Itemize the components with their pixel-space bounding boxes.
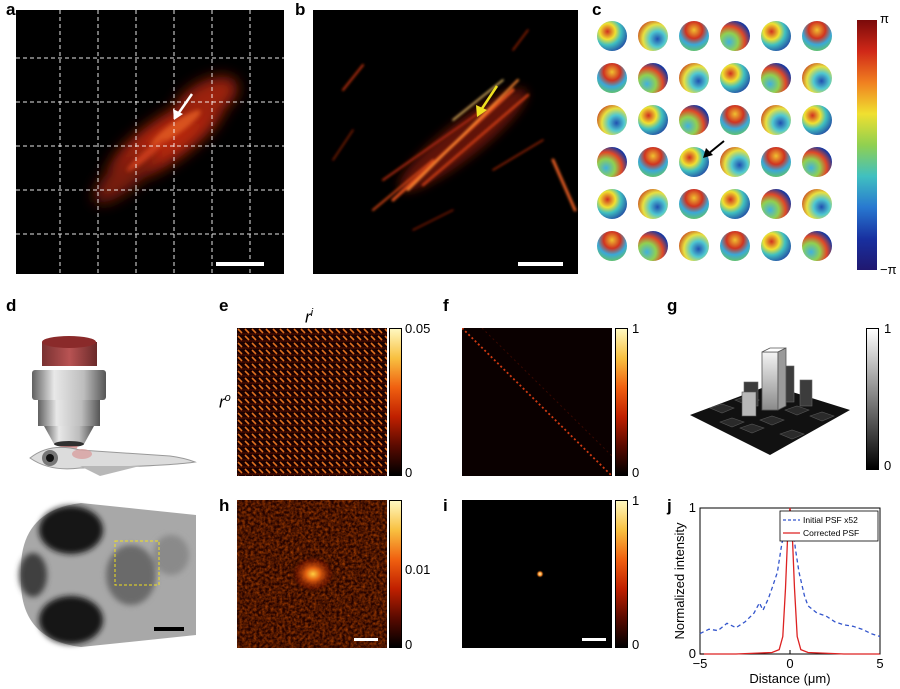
panel-c-arrow <box>703 140 725 158</box>
panel-c-cbar-top: π <box>880 11 889 26</box>
panel-i-colorbar <box>615 500 628 648</box>
panel-d-scale-bar <box>154 627 184 631</box>
panel-c-cbar-bottom: −π <box>880 262 897 277</box>
panel-d-roi-box <box>114 540 160 586</box>
panel-label-f: f <box>443 296 449 315</box>
panel-g-colorbar <box>866 328 879 470</box>
panel-j-ytick-label: 1 <box>689 500 696 515</box>
panel-g-cbar-max: 1 <box>884 321 892 336</box>
panel-h-initial-psf <box>237 500 387 648</box>
panel-a-grid <box>16 10 284 274</box>
panel-e-cbar-min: 0 <box>405 465 413 480</box>
panel-label-g: g <box>667 296 678 315</box>
panel-a-image <box>16 10 284 274</box>
panel-j-y-axis-label: Normalized intensity <box>672 522 687 640</box>
panel-b-arrow <box>476 85 499 117</box>
panel-i-cbar-max: 1 <box>632 493 640 508</box>
panel-j-series-corrected-psf <box>700 507 880 655</box>
panel-label-c: c <box>592 0 602 19</box>
panel-i-cbar-min: 0 <box>632 637 640 652</box>
panel-h-cbar-mid: 0.01 <box>405 562 431 577</box>
panel-f-cbar-min: 0 <box>632 465 640 480</box>
panel-j-legend-box <box>779 510 879 542</box>
panel-h-scale-bar <box>354 638 378 641</box>
panel-f-colorbar <box>615 328 628 476</box>
panel-d-objective-illustration <box>29 336 197 476</box>
panel-j-legend-label: Initial PSF x52 <box>803 515 858 525</box>
panel-j-x-axis-label: Distance (μm) <box>749 671 830 686</box>
panel-e-cbar-max: 0.05 <box>405 321 431 336</box>
panel-j-xtick-label: −5 <box>693 656 708 671</box>
panel-j-ticks: −5 0 501 <box>689 500 884 671</box>
panel-d-brightfield-image <box>11 495 201 655</box>
panel-label-b: b <box>295 0 306 19</box>
panel-g-3d-bars <box>690 347 850 455</box>
panel-a-arrow <box>173 93 194 120</box>
panel-g-cbar-min: 0 <box>884 458 892 473</box>
panel-label-d: d <box>6 296 17 315</box>
panel-a-scale-bar <box>216 262 264 266</box>
panel-j-legend-label: Corrected PSF <box>803 528 859 538</box>
panel-i-corrected-psf <box>462 500 612 648</box>
panel-label-j: j <box>667 496 672 515</box>
panel-e-x-label: ri <box>305 307 314 327</box>
panel-label-a: a <box>6 0 16 19</box>
panel-j-legend: Initial PSF x52 Corrected PSF <box>779 510 879 542</box>
panel-e-matrix <box>237 328 387 476</box>
panel-b-image <box>313 10 578 274</box>
panel-h-colorbar <box>389 500 402 648</box>
panel-j-ytick-label: 0 <box>689 646 696 661</box>
panel-i-scale-bar <box>582 638 606 641</box>
panel-h-cbar-min: 0 <box>405 637 413 652</box>
panel-e-y-label: ro <box>219 392 231 412</box>
panel-f-matrix <box>462 328 612 476</box>
panel-c-phase-masks <box>597 21 832 261</box>
panel-e-colorbar <box>389 328 402 476</box>
panel-j-xtick-label: 0 <box>786 656 793 671</box>
panel-label-h: h <box>219 496 230 515</box>
panel-label-i: i <box>443 496 448 515</box>
panel-c-colorbar <box>857 20 877 270</box>
panel-label-e: e <box>219 296 229 315</box>
panel-f-cbar-max: 1 <box>632 321 640 336</box>
panel-b-scale-bar <box>518 262 563 266</box>
panel-j-xtick-label: 5 <box>876 656 883 671</box>
